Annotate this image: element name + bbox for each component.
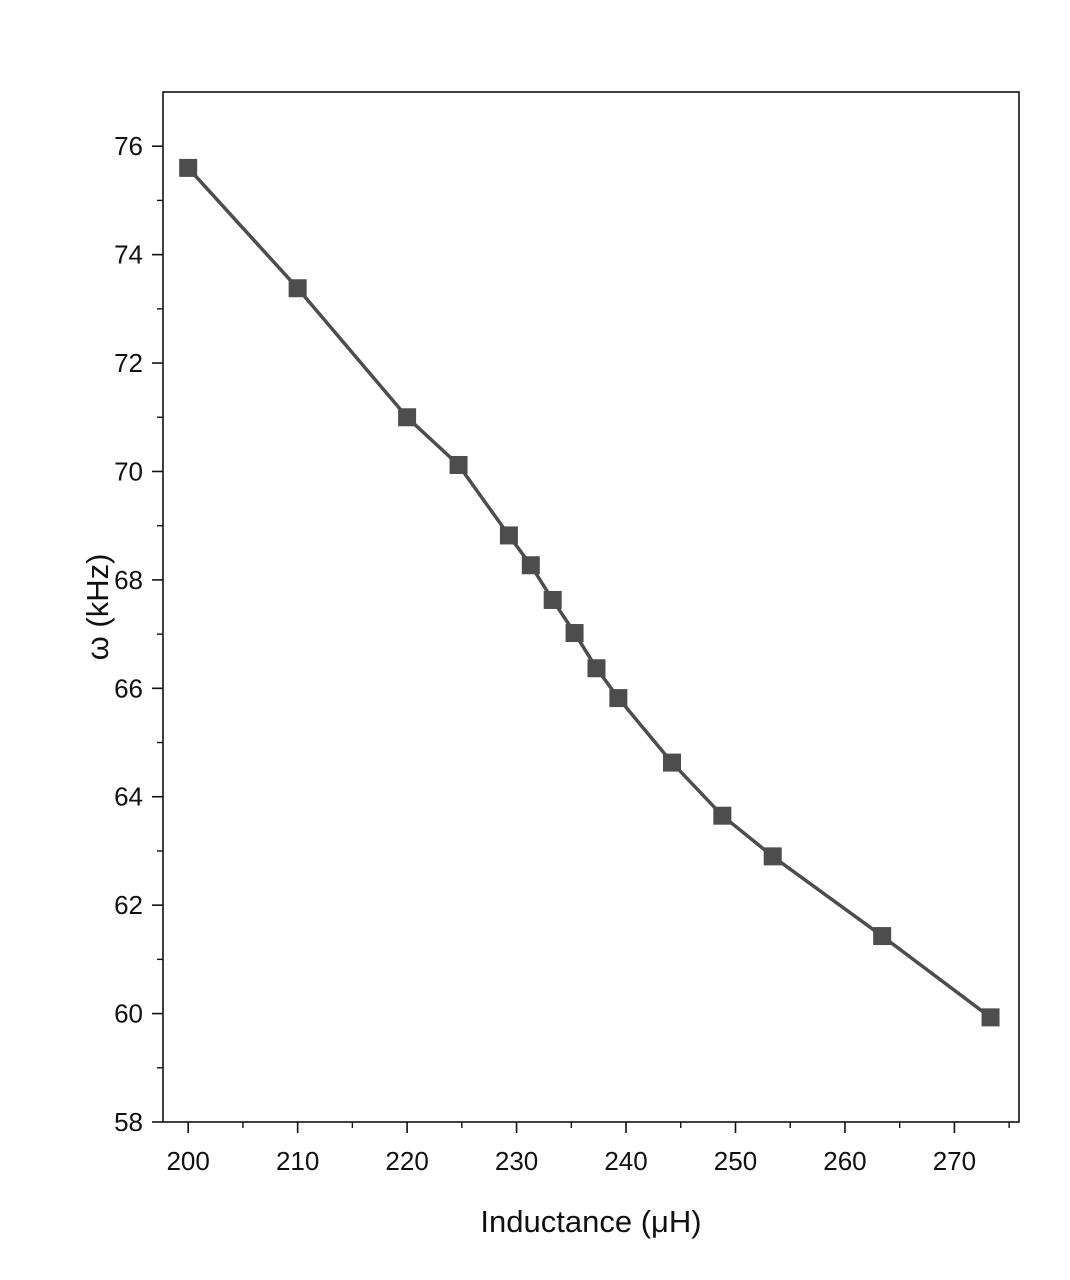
data-point bbox=[763, 847, 782, 866]
data-point bbox=[981, 1008, 1000, 1027]
data-point bbox=[565, 624, 584, 643]
x-tick-label: 200 bbox=[166, 1146, 209, 1176]
tick-labels: 200 210 220 230 240 250 260 270 58 60 62 64 66 68 70 72… bbox=[114, 131, 976, 1176]
data-point bbox=[543, 590, 562, 609]
y-tick-label: 76 bbox=[114, 131, 143, 161]
data-series bbox=[179, 158, 1000, 1027]
data-point bbox=[713, 806, 732, 825]
data-point bbox=[398, 408, 417, 427]
y-tick-label: 74 bbox=[114, 240, 143, 270]
x-tick-label: 230 bbox=[495, 1146, 538, 1176]
x-tick-label: 250 bbox=[714, 1146, 757, 1176]
x-tick-label: 220 bbox=[385, 1146, 428, 1176]
y-tick-label: 64 bbox=[114, 782, 143, 812]
data-point bbox=[521, 556, 540, 575]
plot-frame bbox=[162, 91, 1020, 1123]
y-tick-label: 66 bbox=[114, 673, 143, 703]
y-axis-title: ω (kHz) bbox=[80, 554, 115, 661]
data-point bbox=[179, 158, 198, 177]
y-tick-label: 70 bbox=[114, 456, 143, 486]
series-line bbox=[186, 166, 992, 1019]
y-tick-label: 60 bbox=[114, 999, 143, 1029]
data-point bbox=[288, 279, 307, 298]
data-point bbox=[873, 927, 892, 946]
x-tick-label: 270 bbox=[933, 1146, 976, 1176]
y-tick-label: 62 bbox=[114, 890, 143, 920]
data-point bbox=[587, 659, 606, 678]
data-point bbox=[449, 455, 468, 474]
x-axis-title: Inductance (μH) bbox=[480, 1204, 701, 1239]
x-tick-label: 210 bbox=[276, 1146, 319, 1176]
y-tick-label: 58 bbox=[114, 1107, 143, 1137]
y-tick-label: 72 bbox=[114, 348, 143, 378]
x-tick-label: 260 bbox=[823, 1146, 866, 1176]
data-point bbox=[609, 689, 628, 708]
data-point bbox=[663, 753, 682, 772]
data-point bbox=[499, 526, 518, 545]
y-tick-label: 68 bbox=[114, 565, 143, 595]
x-tick-label: 240 bbox=[604, 1146, 647, 1176]
axis-ticks bbox=[152, 145, 1010, 1133]
